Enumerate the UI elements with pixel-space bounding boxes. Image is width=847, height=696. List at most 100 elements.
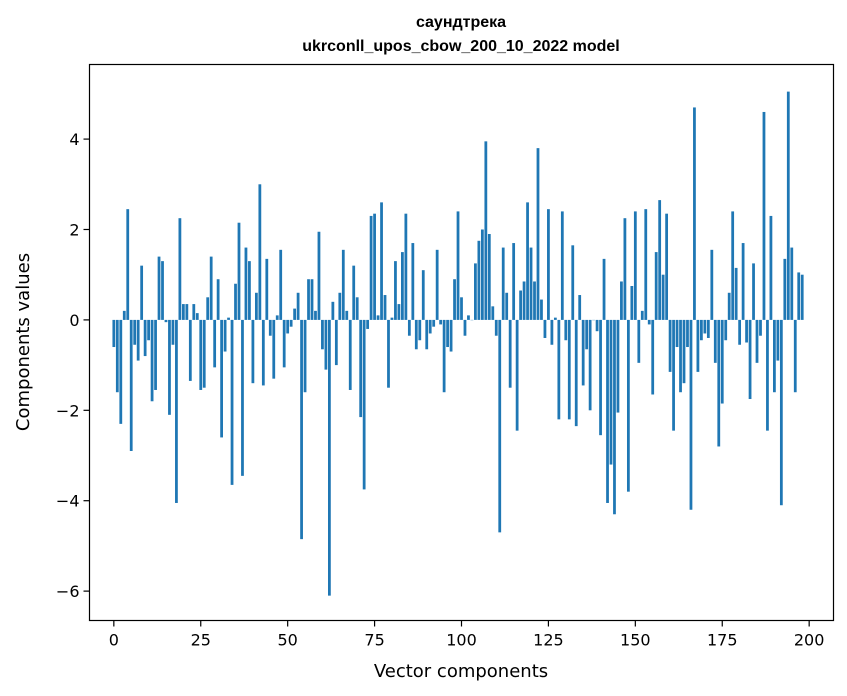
bar xyxy=(136,319,140,361)
bar xyxy=(668,319,672,372)
bar xyxy=(762,111,766,320)
bar xyxy=(630,286,634,320)
bar xyxy=(526,202,529,320)
bar xyxy=(460,297,463,320)
bar xyxy=(265,258,269,320)
bar xyxy=(543,319,547,338)
x-tick-label: 200 xyxy=(794,631,825,650)
bar xyxy=(161,261,164,320)
bar xyxy=(369,215,373,320)
bar xyxy=(185,304,189,320)
x-axis-ticks: 0 25 50 75 100 125 150 175 200 xyxy=(109,620,825,650)
bar xyxy=(352,265,356,320)
bar xyxy=(268,319,272,336)
bar xyxy=(282,319,286,368)
bar xyxy=(446,319,449,348)
bar xyxy=(456,211,460,320)
bar xyxy=(581,319,585,386)
bar xyxy=(383,295,387,320)
bar xyxy=(387,319,390,388)
bar xyxy=(731,211,735,320)
plot-area-frame xyxy=(88,63,835,622)
bar xyxy=(140,265,144,320)
bar xyxy=(595,319,599,332)
bar xyxy=(776,319,780,361)
bar xyxy=(223,319,227,352)
bar xyxy=(512,243,516,320)
bar xyxy=(786,91,790,320)
x-tick-label: 125 xyxy=(533,631,564,650)
bar xyxy=(261,319,265,386)
chart-subtitle: ukrconll_upos_cbow_200_10_2022 model xyxy=(302,38,619,55)
bar xyxy=(234,283,237,320)
bar xyxy=(623,218,627,320)
x-tick-label: 75 xyxy=(364,631,384,650)
bar xyxy=(484,141,488,320)
chart-title: саундтрека xyxy=(416,14,506,31)
bar xyxy=(404,213,408,320)
bar xyxy=(428,319,432,334)
bar xyxy=(480,229,484,320)
bar xyxy=(150,319,154,402)
bar xyxy=(241,319,244,476)
bar xyxy=(432,319,436,327)
bar xyxy=(494,319,498,336)
bar xyxy=(658,200,662,320)
bar xyxy=(112,319,116,348)
bar xyxy=(783,258,787,320)
bar xyxy=(209,256,213,320)
bar xyxy=(414,319,418,350)
bar xyxy=(164,319,168,323)
bar xyxy=(411,243,415,320)
bar xyxy=(477,240,481,320)
x-tick-label: 25 xyxy=(191,631,211,650)
bar xyxy=(115,319,119,393)
bar xyxy=(672,319,675,431)
bar xyxy=(157,256,161,320)
bar-series xyxy=(112,91,804,596)
bar xyxy=(202,319,206,388)
bar xyxy=(724,319,728,341)
bar xyxy=(487,234,491,320)
x-tick-label: 50 xyxy=(277,631,297,650)
bar xyxy=(766,319,769,431)
bar xyxy=(380,202,383,320)
bar xyxy=(227,317,230,320)
bar xyxy=(376,315,380,320)
bar xyxy=(553,317,557,320)
bar xyxy=(133,319,137,345)
bar xyxy=(748,319,752,400)
bar xyxy=(300,319,303,540)
bar xyxy=(585,319,589,350)
bar xyxy=(522,281,526,320)
bar xyxy=(307,279,310,320)
bar xyxy=(491,306,495,320)
bar xyxy=(213,319,217,368)
bar xyxy=(769,215,773,320)
bar xyxy=(230,319,234,485)
bar xyxy=(310,279,314,320)
bar xyxy=(633,211,637,320)
bar xyxy=(540,299,543,320)
bar xyxy=(175,319,178,503)
bar xyxy=(755,319,759,363)
bar xyxy=(272,319,276,379)
bar xyxy=(703,319,707,334)
y-axis-label: Components values xyxy=(13,253,34,431)
bar xyxy=(359,319,363,418)
bar xyxy=(557,319,561,420)
bar xyxy=(463,319,467,336)
bar xyxy=(181,304,185,320)
bar xyxy=(126,209,130,320)
bar xyxy=(515,319,519,431)
y-tick-label: 4 xyxy=(69,130,79,149)
y-tick-label: −2 xyxy=(56,401,80,420)
bar xyxy=(407,319,411,336)
bar xyxy=(675,319,679,348)
bar xyxy=(588,319,592,411)
x-tick-label: 175 xyxy=(707,631,738,650)
bar xyxy=(390,317,394,320)
bar xyxy=(334,319,338,366)
bar xyxy=(418,319,422,341)
